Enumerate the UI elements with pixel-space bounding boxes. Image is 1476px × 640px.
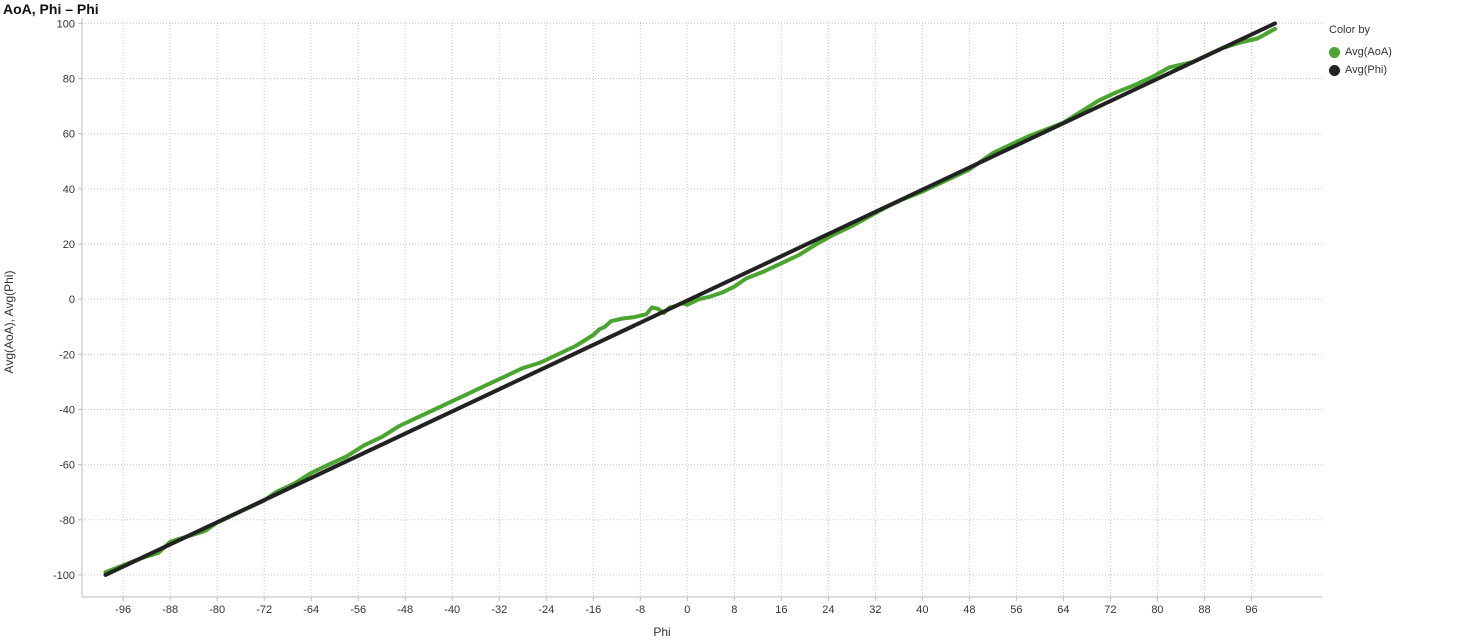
x-tick-label: 56 <box>1010 604 1022 616</box>
legend: Color by Avg(AoA) Avg(Phi) <box>1329 24 1392 79</box>
y-tick-label: 60 <box>63 129 75 141</box>
x-tick-label: 0 <box>684 604 690 616</box>
y-tick-label: -20 <box>59 349 75 361</box>
x-tick-label: -56 <box>350 604 366 616</box>
x-tick-label: 24 <box>822 604 834 616</box>
x-tick-label: -64 <box>303 604 319 616</box>
y-tick-label: -80 <box>59 515 75 527</box>
y-tick-label: 20 <box>63 239 75 251</box>
x-tick-label: -24 <box>538 604 554 616</box>
x-tick-label: 72 <box>1104 604 1116 616</box>
x-axis-title: Phi <box>653 625 670 639</box>
legend-label-aoa: Avg(AoA) <box>1345 46 1392 58</box>
x-tick-label: -40 <box>444 604 460 616</box>
y-tick-label: -100 <box>53 570 75 582</box>
y-tick-label: 100 <box>57 18 75 30</box>
legend-item-aoa[interactable]: Avg(AoA) <box>1329 43 1392 61</box>
chart-title: AoA, Phi – Phi <box>3 1 99 17</box>
legend-swatch-aoa-icon <box>1329 46 1340 58</box>
y-tick-label: 40 <box>63 184 75 196</box>
x-tick-label: -16 <box>585 604 601 616</box>
x-tick-label: 80 <box>1151 604 1163 616</box>
x-tick-label: -72 <box>256 604 272 616</box>
x-tick-label: -8 <box>635 604 645 616</box>
x-tick-label: -88 <box>162 604 178 616</box>
y-tick-label: 80 <box>63 74 75 86</box>
x-tick-label: -32 <box>491 604 507 616</box>
x-tick-label: -48 <box>397 604 413 616</box>
legend-label-phi: Avg(Phi) <box>1345 64 1387 76</box>
x-tick-label: 40 <box>916 604 928 616</box>
y-tick-label: -60 <box>59 460 75 472</box>
x-tick-label: 88 <box>1198 604 1210 616</box>
x-tick-label: 32 <box>869 604 881 616</box>
x-tick-label: 64 <box>1057 604 1069 616</box>
legend-title: Color by <box>1329 24 1370 36</box>
tick-labels: -96 -88 -80 -72 -64 -56 -48 -40 -32 -24 -16 -8 0 8 16 2… <box>53 18 1258 616</box>
axes <box>78 18 1322 601</box>
series-lines <box>103 21 1277 577</box>
y-tick-label: -40 <box>59 404 75 416</box>
y-axis-title: Avg(AoA), Avg(Phi) <box>2 271 16 374</box>
legend-swatch-phi-icon <box>1329 64 1340 76</box>
series-line-avg-phi[interactable] <box>103 21 1277 577</box>
grid-lines <box>82 22 1322 597</box>
x-tick-label: -96 <box>115 604 131 616</box>
x-tick-label: 16 <box>775 604 787 616</box>
legend-item-phi[interactable]: Avg(Phi) <box>1329 61 1392 79</box>
y-tick-label: 0 <box>69 294 75 306</box>
x-tick-label: -80 <box>209 604 225 616</box>
x-tick-label: 96 <box>1245 604 1257 616</box>
x-tick-label: 48 <box>963 604 975 616</box>
x-tick-label: 8 <box>731 604 737 616</box>
